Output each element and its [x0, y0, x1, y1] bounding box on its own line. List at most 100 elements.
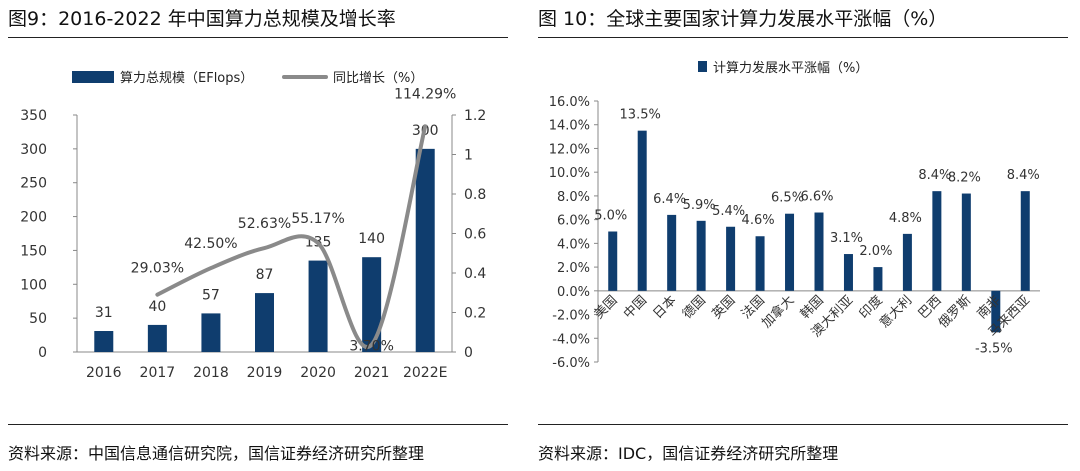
bar-label: 6.6% — [800, 190, 833, 205]
bar-label: 87 — [256, 267, 274, 283]
bar-label: 5.9% — [683, 198, 716, 213]
left-chart: 算力总规模（EFlops） 同比增长（%） 0 50 100 150 200 250 300 35… — [20, 71, 486, 381]
bar-label: 8.2% — [948, 171, 981, 186]
y-tick-label: 150 — [20, 243, 47, 259]
y-tick-label: 300 — [20, 142, 47, 158]
y-tick-label: 8.0% — [557, 190, 590, 205]
y-tick-label: -4.0% — [552, 332, 590, 347]
x-tick-label: 日本 — [650, 293, 679, 322]
bar-2019 — [255, 293, 274, 352]
y-tick-label: 14.0% — [549, 119, 590, 134]
y-tick-label: 50 — [29, 311, 47, 327]
bar-label: 2.0% — [859, 244, 892, 259]
bar-label: 57 — [202, 287, 220, 303]
bar-德国 — [696, 220, 706, 291]
y-tick-label: 6.0% — [557, 214, 590, 229]
x-tick-label: 中国 — [621, 293, 650, 322]
right-source-note: 资料来源：IDC，国信证券经济研究所整理 — [538, 444, 839, 463]
bar-2020 — [308, 260, 328, 352]
y-tick-label: 10.0% — [549, 166, 590, 181]
bar-英国 — [726, 226, 736, 291]
bar-label: 8.4% — [918, 168, 951, 183]
bar-label: 5.0% — [594, 209, 627, 224]
y2-tick-label: 0.4 — [464, 266, 486, 282]
bar-2021 — [362, 257, 382, 352]
y-tick-label: 100 — [20, 277, 47, 293]
legend-bar-label: 算力总规模（EFlops） — [120, 71, 253, 86]
left-source-note: 资料来源：中国信息通信研究院，国信证券经济研究所整理 — [8, 444, 425, 463]
x-tick-label: 德国 — [680, 293, 709, 322]
bar-2016 — [94, 331, 114, 352]
bar-label: 140 — [358, 231, 385, 247]
x-tick-label: 2017 — [140, 365, 176, 381]
growth-label: 114.29% — [394, 86, 456, 102]
right-source-rule — [538, 424, 1068, 425]
bar-2017 — [147, 324, 167, 352]
x-tick-label: 2022E — [403, 365, 447, 381]
bar-label: 8.4% — [1007, 168, 1040, 183]
bar-法国 — [755, 236, 765, 291]
y2-tick-label: 0.8 — [464, 187, 486, 203]
bar-巴西 — [932, 191, 942, 291]
legend-swatch — [698, 61, 707, 72]
bar-label: 6.4% — [653, 192, 686, 207]
left-source-rule — [8, 424, 508, 425]
bar-label: 31 — [95, 305, 113, 321]
x-tick-label: 意大利 — [876, 292, 915, 331]
y2-tick-label: 1.2 — [464, 108, 486, 124]
legend-line-label: 同比增长（%） — [333, 71, 423, 86]
bar-label: -3.5% — [975, 341, 1013, 356]
y2-tick-label: 1 — [464, 148, 473, 164]
bar-印度 — [873, 267, 883, 291]
bar-label: 3.1% — [830, 231, 863, 246]
bar-美国 — [608, 231, 618, 291]
x-tick-label: 加拿大 — [758, 292, 797, 331]
bar-加拿大 — [785, 213, 795, 291]
x-tick-label: 2020 — [300, 365, 336, 381]
bar-澳大利亚 — [843, 254, 853, 291]
bar-韩国 — [814, 212, 824, 291]
bar-label: 6.5% — [771, 191, 804, 206]
bar-label: 5.4% — [712, 204, 745, 219]
bar-南非 — [991, 290, 1001, 333]
x-tick-label: 2016 — [86, 365, 122, 381]
x-tick-label: 英国 — [709, 293, 738, 322]
right-title-rule — [538, 37, 1068, 38]
legend-label: 计算力发展水平涨幅（%） — [713, 60, 868, 76]
growth-label: 55.17% — [291, 211, 344, 227]
y2-tick-label: 0 — [464, 345, 473, 361]
y-tick-label: 0 — [38, 345, 47, 361]
y-tick-label: 4.0% — [557, 237, 590, 252]
left-figure-title: 图9：2016-2022 年中国算力总规模及增长率 — [8, 8, 396, 30]
y2-tick-label: 0.2 — [464, 306, 486, 322]
bar-label: 4.8% — [889, 211, 922, 226]
bar-意大利 — [902, 233, 912, 291]
y-tick-label: 350 — [20, 108, 47, 124]
bar-label: 40 — [148, 299, 166, 315]
growth-label: 42.50% — [184, 236, 237, 252]
x-tick-label: 2021 — [354, 365, 390, 381]
bar-俄罗斯 — [961, 193, 971, 291]
y-tick-label: -2.0% — [552, 309, 590, 324]
bar-2022E — [415, 148, 435, 352]
x-tick-label: 美国 — [592, 293, 621, 322]
legend-bar-swatch — [72, 71, 114, 83]
left-title-rule — [8, 37, 508, 38]
y-tick-label: 250 — [20, 176, 47, 192]
y-tick-label: 2.0% — [557, 261, 590, 276]
growth-label: 52.63% — [238, 216, 291, 232]
bar-label: 4.6% — [742, 213, 775, 228]
growth-label: 29.03% — [131, 261, 184, 277]
y-tick-label: 16.0% — [549, 95, 590, 110]
y-tick-label: -6.0% — [552, 356, 590, 371]
bar-马来西亚 — [1020, 191, 1030, 291]
y-tick-label: 12.0% — [549, 142, 590, 157]
bar-label: 13.5% — [620, 108, 661, 123]
growth-line — [155, 124, 428, 350]
right-figure-title: 图 10：全球主要国家计算力发展水平涨幅（%） — [538, 8, 948, 30]
bar-2018 — [201, 313, 221, 352]
y-tick-label: 200 — [20, 210, 47, 226]
x-tick-label: 2019 — [247, 365, 283, 381]
growth-label: 3.70% — [349, 339, 393, 355]
